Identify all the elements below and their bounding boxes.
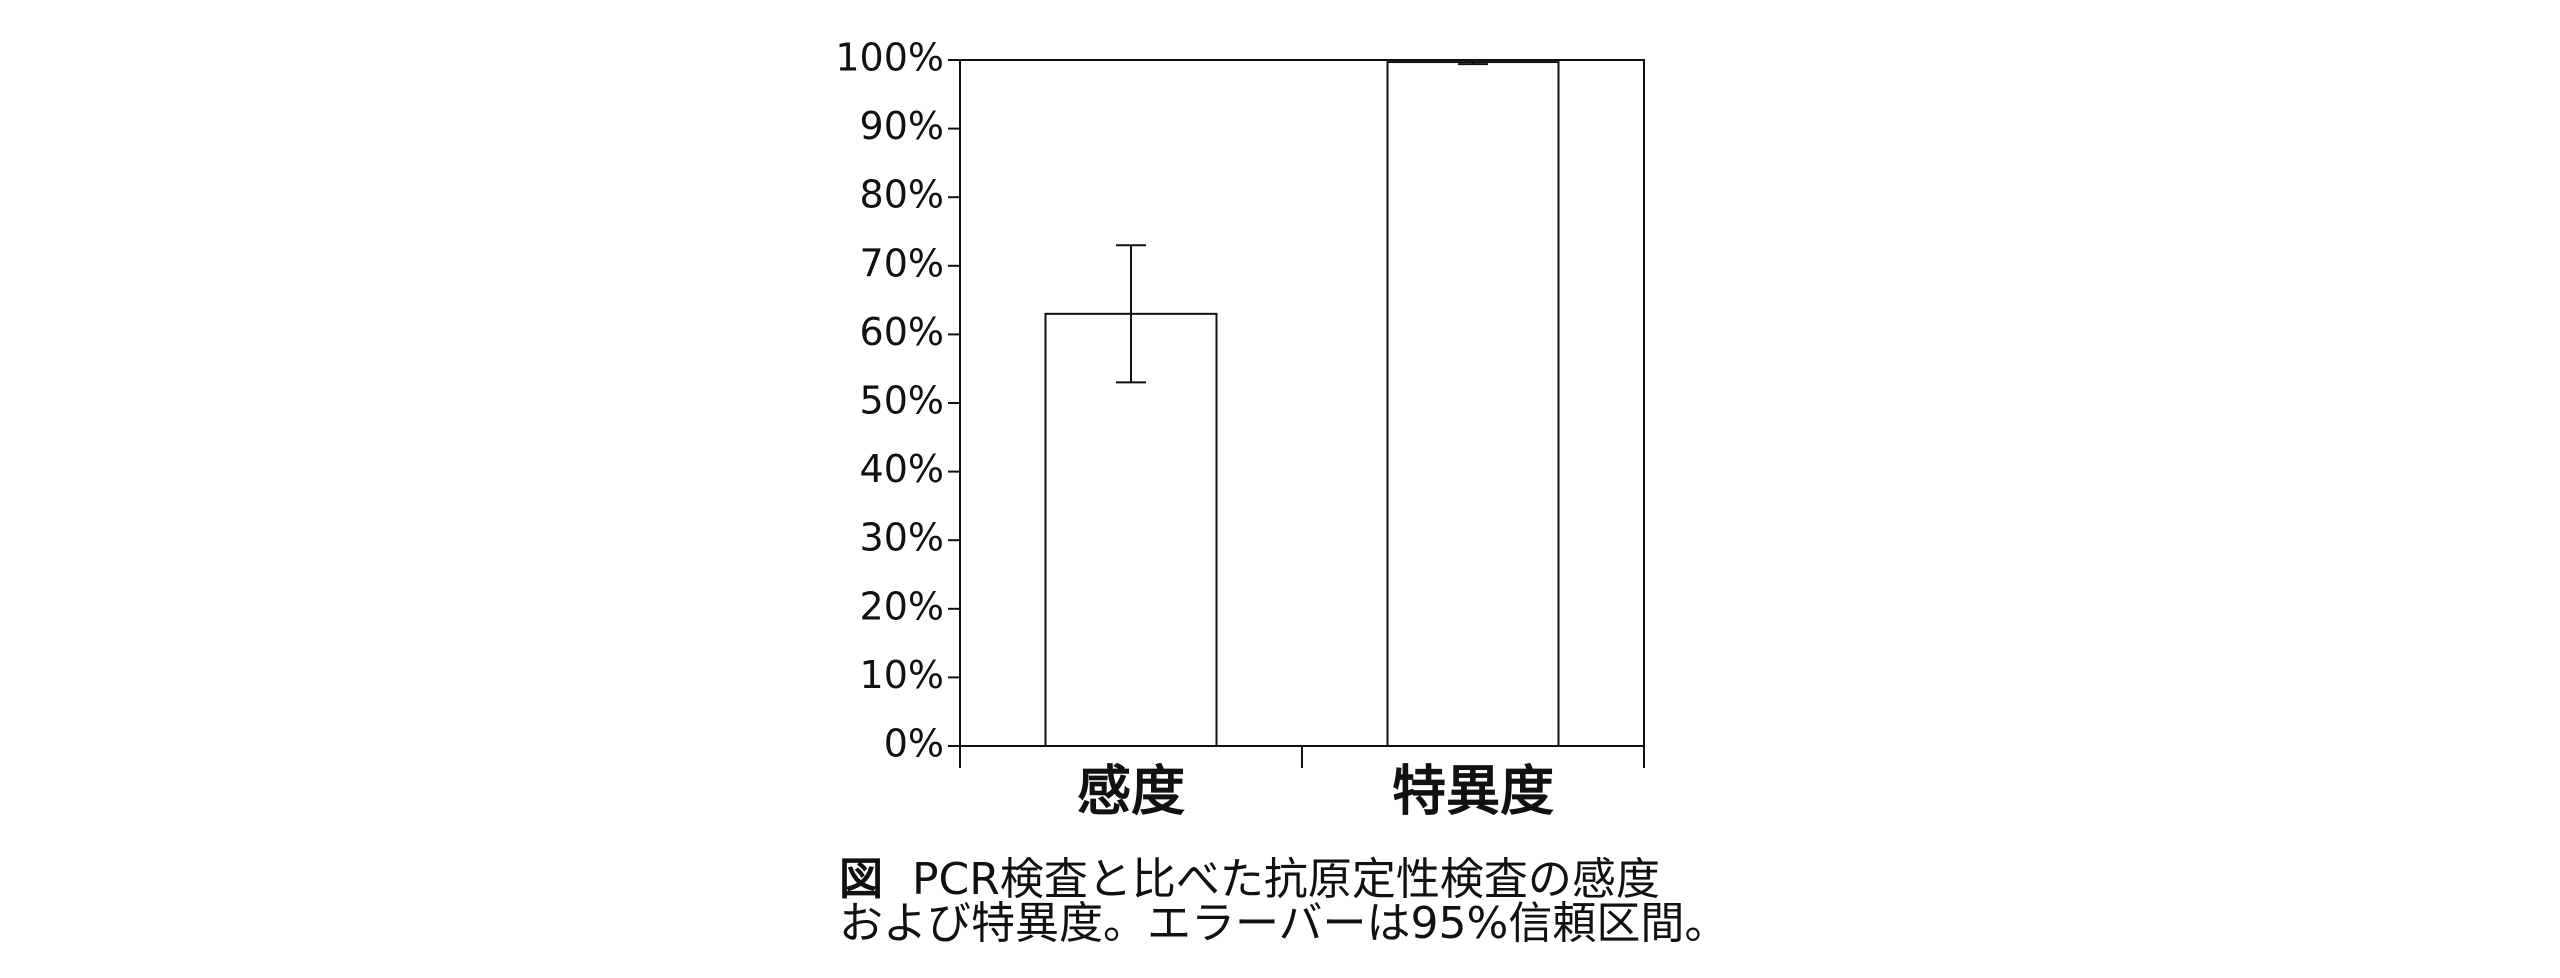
bar [1044, 312, 1218, 747]
y-tick-label: 40% [860, 447, 944, 491]
figure-label: 図 [839, 854, 883, 905]
y-tick-label: 50% [860, 379, 944, 423]
y-tick-label: 90% [860, 104, 944, 148]
y-tick-label: 0% [884, 722, 944, 766]
y-tick-label: 10% [860, 653, 944, 697]
error-bar [1116, 244, 1146, 384]
y-tick-label: 60% [860, 310, 944, 354]
y-tick-label: 80% [860, 173, 944, 217]
error-bar [1458, 59, 1488, 66]
bar [1386, 61, 1560, 748]
caption-line: および特異度。エラーバーは95%信頼区間。 [839, 898, 1728, 949]
y-tick-label: 30% [860, 516, 944, 560]
x-tick-label: 感度 [1077, 760, 1185, 823]
caption-line: PCR検査と比べた抗原定性検査の感度 [912, 854, 1660, 905]
y-tick-label: 20% [860, 584, 944, 628]
y-tick-label: 70% [860, 241, 944, 285]
y-tick-label: 100% [835, 36, 944, 80]
x-tick-label: 特異度 [1392, 760, 1554, 823]
